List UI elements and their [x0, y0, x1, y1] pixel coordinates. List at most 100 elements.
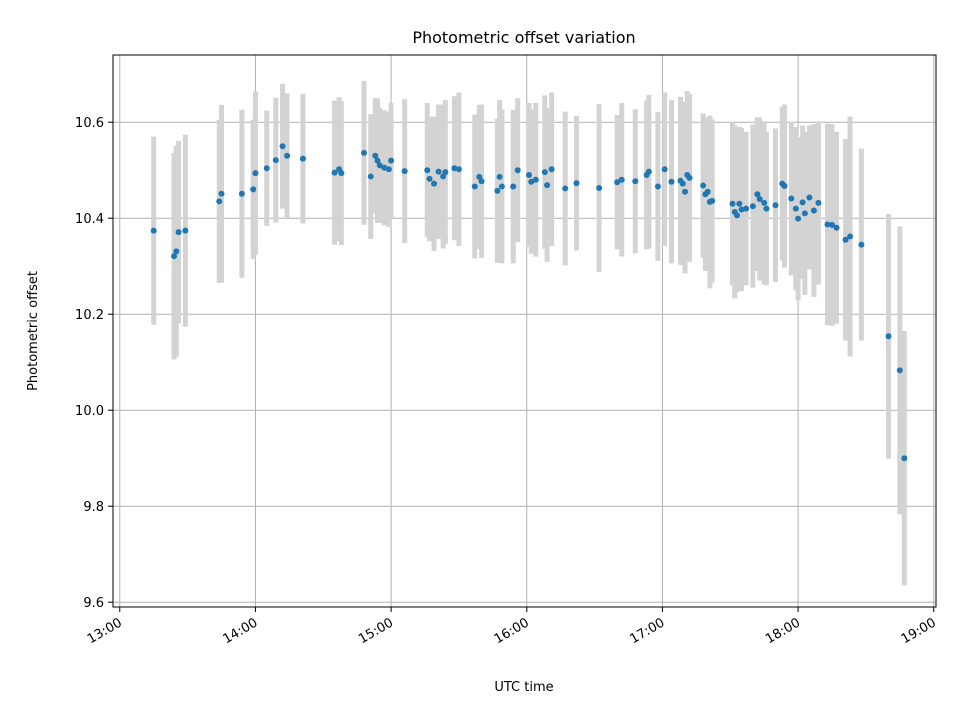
data-point: [455, 166, 462, 173]
data-point: [272, 157, 279, 164]
data-point: [842, 236, 849, 243]
data-point: [654, 183, 661, 190]
data-point: [756, 196, 763, 202]
data-point: [562, 185, 569, 192]
data-point: [743, 205, 750, 212]
data-point: [367, 173, 374, 180]
data-point: [792, 205, 799, 212]
data-point: [544, 182, 551, 189]
data-point: [331, 169, 338, 176]
data-point: [801, 210, 808, 217]
data-points: [150, 143, 908, 462]
data-point: [618, 176, 625, 183]
data-point: [824, 221, 831, 228]
data-point: [216, 198, 223, 205]
data-point: [381, 164, 388, 171]
data-point: [218, 190, 225, 197]
data-point: [171, 253, 178, 260]
data-point: [788, 195, 795, 202]
data-point: [548, 166, 555, 173]
data-point: [754, 191, 761, 198]
data-point: [250, 186, 257, 193]
data-point: [810, 207, 817, 214]
data-point: [596, 184, 603, 191]
data-point: [632, 178, 639, 185]
data-point: [435, 168, 442, 175]
data-point: [279, 143, 286, 150]
data-point: [736, 200, 743, 207]
x-axis-label: UTC time: [494, 680, 553, 695]
data-point: [442, 169, 449, 176]
data-point: [645, 168, 652, 175]
data-point: [761, 199, 768, 206]
data-point: [494, 187, 501, 194]
data-point: [496, 173, 503, 180]
data-point: [526, 172, 533, 178]
data-point: [182, 227, 189, 234]
data-point: [828, 221, 835, 228]
data-point: [478, 178, 485, 185]
y-axis-ticks: 9.6 9.8 10.0 10.2 10.4 10.6: [75, 116, 113, 611]
data-point: [749, 203, 756, 210]
data-point: [385, 166, 392, 173]
data-point: [263, 165, 270, 172]
y-tick-label: 10.4: [75, 212, 104, 227]
plot-frame: [112, 54, 937, 608]
data-point: [510, 183, 517, 190]
data-point: [896, 367, 903, 374]
data-point: [431, 180, 438, 187]
data-point: [738, 206, 745, 213]
data-point: [815, 199, 822, 206]
data-point: [806, 194, 813, 201]
data-point: [471, 183, 478, 190]
data-point: [799, 199, 806, 206]
data-point: [150, 227, 157, 234]
data-point: [388, 157, 395, 164]
y-tick-label: 10.0: [75, 404, 104, 419]
data-point: [763, 205, 770, 212]
y-axis-label: Photometric offset: [26, 271, 41, 391]
data-point: [498, 183, 505, 190]
y-tick-label: 10.6: [75, 116, 104, 131]
data-point: [372, 152, 379, 159]
data-point: [795, 215, 802, 222]
data-point: [781, 183, 788, 190]
chart-title: Photometric offset variation: [412, 28, 635, 47]
data-point: [238, 190, 245, 197]
data-point: [847, 233, 854, 240]
data-point: [424, 167, 431, 174]
data-point: [284, 152, 291, 159]
data-point: [661, 166, 668, 173]
data-point: [734, 212, 741, 219]
data-point: [451, 165, 458, 172]
data-point: [668, 178, 675, 185]
data-point: [528, 178, 535, 185]
data-point: [374, 157, 381, 164]
y-tick-label: 10.2: [75, 308, 104, 323]
data-point: [901, 455, 908, 462]
data-point: [426, 175, 433, 182]
data-point: [252, 170, 259, 177]
data-point: [376, 162, 383, 169]
data-point: [682, 188, 689, 195]
data-point: [686, 174, 693, 181]
data-point: [360, 149, 367, 156]
data-point: [401, 168, 408, 175]
data-point: [704, 188, 711, 195]
data-point: [614, 179, 621, 186]
data-point: [173, 248, 180, 255]
data-point: [514, 167, 521, 174]
data-point: [833, 224, 840, 231]
data-point: [573, 180, 580, 187]
data-point: [858, 241, 865, 248]
data-point: [709, 197, 716, 204]
data-point: [532, 176, 539, 183]
data-point: [338, 170, 345, 177]
data-point: [299, 155, 306, 162]
y-tick-label: 9.8: [83, 500, 104, 515]
data-point: [679, 180, 686, 187]
data-point: [700, 182, 707, 189]
data-point: [175, 229, 182, 236]
data-point: [729, 200, 736, 207]
